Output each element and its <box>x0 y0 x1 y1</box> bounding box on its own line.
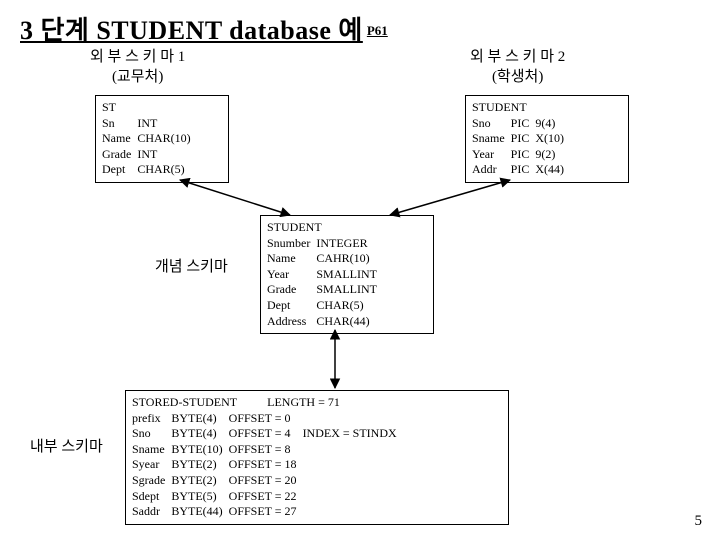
external-schema-1-box: STSnINTNameCHAR(10)GradeINTDeptCHAR(5) <box>95 95 229 183</box>
internal-schema-label: 내부 스키마 <box>30 435 103 456</box>
external-schema-2-header: 외 부 스 키 마 2 (학생처) <box>470 48 565 87</box>
page-title: 3 단계 STUDENT database 예 P61 <box>20 10 700 47</box>
conceptual-schema-label: 개념 스키마 <box>155 255 228 276</box>
conceptual-schema-box: STUDENTSnumberINTEGERNameCAHR(10)YearSMA… <box>260 215 434 334</box>
external-schema-2-box: STUDENTSnoPIC9(4)SnamePICX(10)YearPIC9(2… <box>465 95 629 183</box>
external-schema-1-header: 외 부 스 키 마 1 (교무처) <box>90 48 185 87</box>
internal-schema-box: STORED-STUDENT LENGTH = 71prefixBYTE(4)O… <box>125 390 509 525</box>
page-number: 5 <box>695 513 703 530</box>
